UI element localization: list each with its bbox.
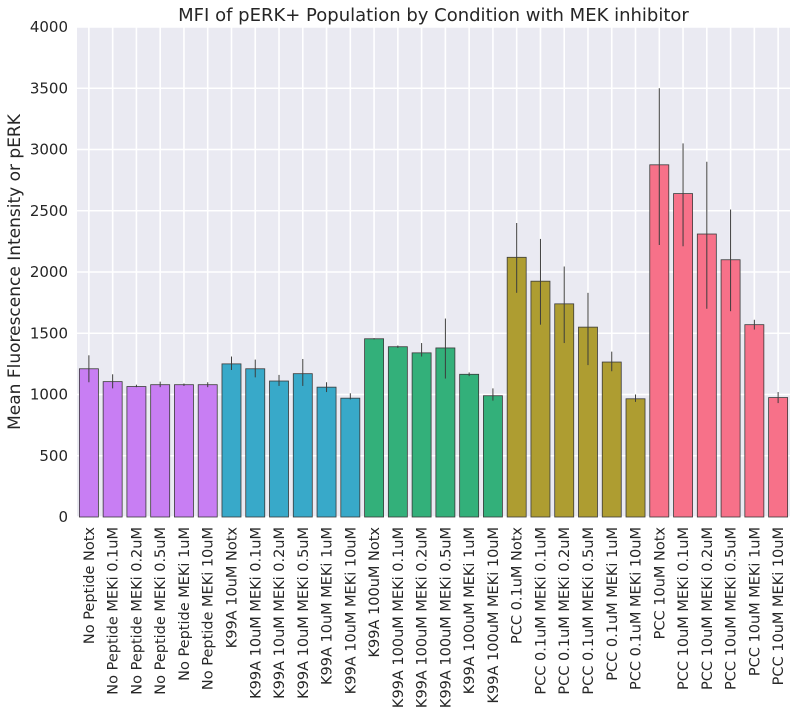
- bar: [459, 373, 480, 518]
- x-tick-label: K99A 10uM MEKi 0.5uM: [296, 527, 312, 699]
- x-tick-label: PCC 10uM Notx: [652, 527, 668, 640]
- x-tick-label: K99A 100uM Notx: [367, 527, 383, 658]
- y-tick-label: 1500: [30, 324, 68, 342]
- bar: [506, 256, 527, 518]
- x-tick-label: PCC 0.1uM MEKi 10uM: [629, 527, 645, 690]
- y-tick-label: 0: [58, 508, 68, 526]
- x-tick-label: K99A 100uM MEKi 0.1uM: [391, 527, 407, 708]
- bar: [601, 361, 622, 518]
- x-tick-label: No Peptide MEKi 0.2uM: [129, 527, 145, 695]
- x-tick-label: No Peptide MEKi 10uM: [201, 527, 217, 690]
- bar: [364, 338, 384, 518]
- y-tick-label: 500: [39, 447, 68, 465]
- x-tick-label: PCC 10uM MEKi 0.1uM: [676, 527, 692, 690]
- y-axis-ticks: 0 500 1000 1500 2000 2500 3000 3500 4000: [30, 18, 68, 526]
- x-tick-label: PCC 0.1uM MEKi 0.1uM: [533, 527, 549, 695]
- bar: [126, 386, 147, 518]
- x-tick-label: PCC 0.1uM MEKi 0.5uM: [581, 527, 597, 695]
- x-tick-label: PCC 10uM MEKi 1uM: [747, 527, 763, 676]
- x-tick-label: No Peptide MEKi 1uM: [177, 527, 193, 681]
- x-tick-label: K99A 10uM MEKi 10uM: [343, 527, 359, 694]
- y-tick-label: 4000: [30, 18, 68, 36]
- bar: [411, 352, 432, 518]
- bar: [174, 384, 194, 518]
- bar: [483, 395, 503, 518]
- x-tick-label: PCC 10uM MEKi 0.5uM: [724, 527, 740, 690]
- bar: [221, 363, 242, 518]
- bar: [340, 397, 361, 518]
- x-tick-label: PCC 10uM MEKi 10uM: [771, 527, 787, 685]
- y-tick-label: 2500: [30, 202, 68, 220]
- bar: [150, 384, 171, 518]
- bar: [625, 398, 646, 518]
- x-tick-label: K99A 100uM MEKi 10uM: [486, 527, 502, 703]
- x-tick-label: K99A 10uM Notx: [224, 527, 240, 649]
- bar: [78, 368, 99, 518]
- x-tick-label: K99A 100uM MEKi 1uM: [462, 527, 478, 694]
- x-tick-label: K99A 10uM MEKi 1uM: [320, 527, 336, 685]
- y-tick-label: 3500: [30, 79, 68, 97]
- x-axis-ticks: No Peptide Notx No Peptide MEKi 0.1uM No P…: [82, 527, 787, 708]
- x-tick-label: K99A 10uM MEKi 0.2uM: [272, 527, 288, 699]
- chart-title: MFI of pERK+ Population by Condition wit…: [178, 5, 689, 26]
- bar: [245, 368, 266, 518]
- bar: [102, 381, 123, 518]
- x-tick-label: PCC 0.1uM MEKi 1uM: [605, 527, 621, 681]
- x-tick-label: PCC 0.1uM Notx: [510, 527, 526, 644]
- error-bars: [88, 88, 779, 404]
- x-tick-label: K99A 100uM MEKi 0.5uM: [438, 527, 454, 708]
- bar: [744, 324, 765, 518]
- y-tick-label: 1000: [30, 386, 68, 404]
- x-tick-label: No Peptide Notx: [82, 527, 98, 645]
- x-tick-label: PCC 0.1uM MEKi 0.2uM: [557, 527, 573, 695]
- x-tick-label: No Peptide MEKi 0.1uM: [106, 527, 122, 695]
- x-tick-label: K99A 10uM MEKi 0.1uM: [248, 527, 264, 699]
- bar: [387, 346, 408, 518]
- bar: [316, 386, 337, 518]
- bar: [197, 384, 218, 518]
- bar: [292, 373, 313, 518]
- x-tick-label: No Peptide MEKi 0.5uM: [153, 527, 169, 695]
- x-tick-label: PCC 10uM MEKi 0.2uM: [700, 527, 716, 690]
- bar: [269, 380, 289, 518]
- y-tick-label: 2000: [30, 263, 68, 281]
- bar: [768, 397, 789, 518]
- y-axis-label: Mean Fluorescence Intensity or pERK: [5, 113, 25, 430]
- x-tick-label: K99A 100uM MEKi 0.2uM: [415, 527, 431, 708]
- y-tick-label: 3000: [30, 141, 68, 159]
